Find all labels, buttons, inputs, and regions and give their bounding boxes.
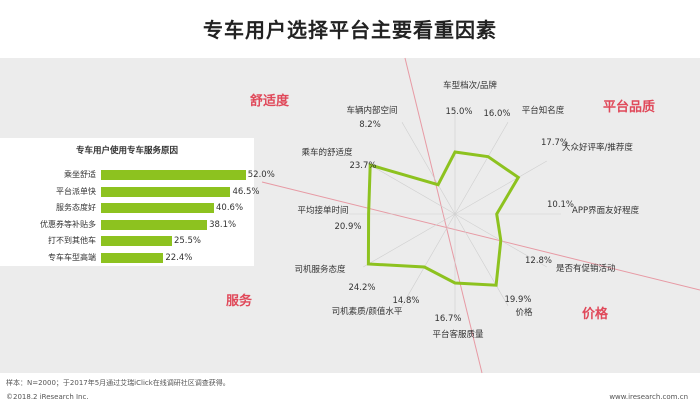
quadrant-label-comfort: 舒适度	[250, 94, 290, 109]
bar-value-label: 46.5%	[232, 186, 260, 197]
bar	[101, 219, 208, 230]
source-url: www.iresearch.com.cn	[609, 393, 688, 401]
radar-spoke	[454, 213, 509, 306]
bar	[101, 236, 172, 246]
page-title: 专车用户选择平台主要看重因素	[203, 18, 497, 42]
bar-value-label: 22.4%	[165, 252, 193, 263]
radar-axis-label: 司机素质/颜值水平	[332, 306, 403, 317]
radar-axis-label: 平台客服质量	[432, 329, 484, 340]
radar-axis-label: 乘车的舒适度	[301, 147, 353, 158]
bar-value-label: 40.6%	[216, 203, 244, 213]
bar-row: 优惠券等补贴多 38.1%	[0, 219, 254, 231]
copyright: ©2018.2 iResearch Inc.	[6, 393, 89, 401]
radar-value-label: 8.2%	[359, 120, 381, 130]
radar-axis-label: 车型档次/品牌	[443, 80, 497, 91]
radar-series-polygon	[366, 150, 521, 287]
radar-axis-label: 平台知名度	[522, 105, 565, 116]
quadrant-label-service: 服务	[226, 294, 253, 309]
radar-value-label: 24.2%	[348, 283, 375, 293]
bar	[101, 186, 231, 197]
radar-value-label: 23.7%	[349, 161, 376, 171]
bar-chart: 专车用户使用专车服务原因 乘坐舒适 52.0% 平台派单快 46.5% 服务态度好 40.…	[0, 138, 275, 266]
bar	[101, 252, 164, 263]
radar-value-label: 20.9%	[334, 222, 361, 232]
radar-spoke	[363, 213, 456, 268]
radar-value-label: 10.1%	[547, 200, 574, 210]
quadrant-divider-1	[404, 57, 483, 374]
radar-value-label: 16.7%	[434, 314, 461, 324]
radar-value-label: 19.9%	[504, 295, 531, 305]
radar-axis-label: 是否有促销活动	[556, 263, 616, 274]
bar-category-label: 打不到其他车	[48, 236, 96, 245]
footnote: 样本：N=2000；于2017年5月通过艾瑞iClick在线调研社区调查获得。	[6, 379, 230, 387]
bar-row: 打不到其他车 25.5%	[0, 235, 254, 247]
radar-axis-label: 司机服务态度	[294, 264, 346, 275]
bar-row: 服务态度好 40.6%	[0, 202, 254, 214]
radar-value-label: 14.8%	[392, 296, 419, 306]
quadrant-label-platform-quality: 平台品质	[603, 100, 656, 115]
radar-value-label: 12.8%	[525, 256, 552, 266]
radar-spoke	[401, 213, 456, 306]
radar-axis-label: APP界面友好程度	[572, 205, 640, 216]
bar-value-label: 52.0%	[247, 170, 275, 180]
radar-axis-label: 车辆内部空间	[346, 105, 397, 116]
radar-spoke	[454, 160, 547, 215]
bar-category-label: 平台派单快	[56, 186, 96, 196]
bar-row: 平台派单快 46.5%	[0, 186, 259, 198]
bar-row: 专车车型高端 22.4%	[0, 252, 254, 264]
radar-spoke	[363, 160, 456, 215]
bar-chart-title: 专车用户使用专车服务原因	[75, 146, 178, 156]
radar-spoke	[401, 122, 456, 215]
radar-value-label: 15.0%	[445, 107, 472, 117]
radar-axis-label: 大众好评率/推荐度	[562, 142, 633, 153]
radar-axis-label: 价格	[515, 307, 533, 318]
bar	[101, 170, 246, 180]
radar-spoke	[454, 122, 509, 215]
bar-value-label: 25.5%	[173, 236, 201, 246]
radar-value-label: 16.0%	[483, 109, 510, 119]
quadrant-divider-2	[261, 181, 700, 291]
bar-category-label: 乘坐舒适	[64, 170, 96, 179]
bar-row: 乘坐舒适 52.0%	[0, 169, 275, 181]
bar-category-label: 服务态度好	[56, 203, 96, 212]
bar	[101, 203, 215, 213]
bar-category-label: 优惠券等补贴多	[40, 219, 96, 229]
bar-value-label: 38.1%	[209, 219, 237, 230]
radar-axis-label: 平均接单时间	[297, 205, 348, 216]
bar-category-label: 专车车型高端	[48, 252, 96, 262]
quadrant-label-price: 价格	[582, 307, 609, 322]
radar-value-label: 17.7%	[541, 138, 568, 148]
